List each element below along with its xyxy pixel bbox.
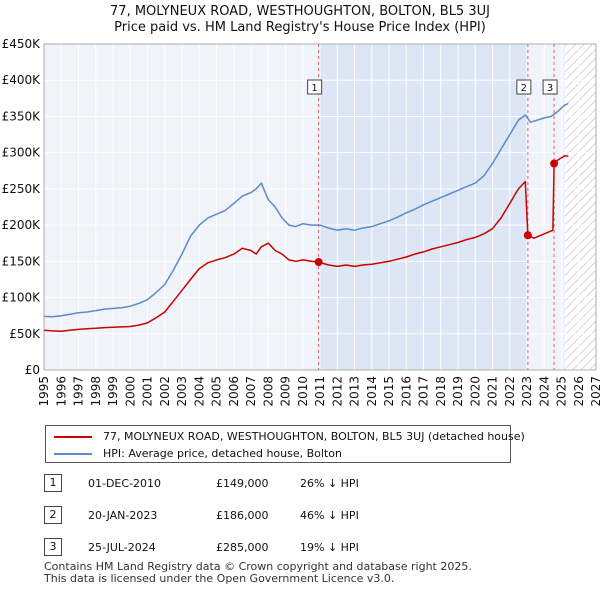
sale-point (523, 231, 532, 240)
legend-swatch-property (54, 436, 92, 438)
table-row: 3 25-JUL-2024 £285,000 19% ↓ HPI (44, 538, 384, 556)
footer-license: This data is licensed under the Open Gov… (44, 572, 395, 585)
x-tick-label: 2009 (279, 376, 293, 407)
x-tick-label: 2011 (313, 376, 327, 407)
sale-price: £186,000 (216, 509, 269, 522)
y-tick-label: £400K (2, 73, 42, 87)
x-tick-label: 2019 (451, 376, 465, 407)
y-tick-label: £150K (2, 254, 42, 268)
table-row: 1 01-DEC-2010 £149,000 26% ↓ HPI (44, 474, 384, 492)
plot-border (43, 43, 597, 371)
sale-date: 25-JUL-2024 (88, 541, 156, 554)
y-tick-label: £200K (2, 218, 42, 232)
sale-marker-label: 1 (311, 83, 317, 94)
chart-title: 77, MOLYNEUX ROAD, WESTHOUGHTON, BOLTON,… (110, 4, 490, 19)
x-tick-label: 2027 (589, 376, 600, 407)
sale-point (550, 159, 559, 168)
forecast-hatch (564, 44, 596, 370)
sale-marker-badge (516, 79, 532, 95)
x-tick-label: 1998 (89, 376, 103, 407)
sale-hpi-change: 46% ↓ HPI (300, 509, 359, 522)
y-tick-label: £350K (2, 109, 42, 123)
x-tick-label: 2016 (399, 376, 413, 407)
x-tick-label: 2012 (330, 376, 344, 407)
x-tick-label: 2023 (520, 376, 534, 407)
y-tick-label: £300K (2, 146, 42, 160)
x-tick-label: 2006 (227, 376, 241, 407)
chart-title-block: 77, MOLYNEUX ROAD, WESTHOUGHTON, BOLTON,… (0, 4, 600, 36)
sale-badge: 3 (44, 538, 62, 556)
footer-copyright: Contains HM Land Registry data © Crown c… (44, 560, 472, 573)
y-tick-label: £450K (2, 37, 42, 51)
y-tick-label: £0 (25, 363, 40, 377)
price-chart: 1 2 3 £0 £50K £100K £150K £200K £250K £300K £350K £… (2, 37, 600, 407)
footer: Contains HM Land Registry data © Crown c… (44, 561, 472, 585)
sale-marker-label: 2 (521, 83, 527, 94)
x-tick-label: 2008 (261, 376, 275, 407)
sale-badge: 1 (44, 474, 62, 492)
x-tick-label: 2002 (158, 376, 172, 407)
sale-price: £149,000 (216, 477, 269, 490)
x-tick-label: 2020 (468, 376, 482, 407)
legend: 77, MOLYNEUX ROAD, WESTHOUGHTON, BOLTON,… (45, 425, 525, 463)
x-tick-label: 1996 (54, 376, 68, 407)
legend-label-property: 77, MOLYNEUX ROAD, WESTHOUGHTON, BOLTON,… (103, 430, 525, 443)
x-tick-label: 2000 (123, 376, 137, 407)
y-tick-label: £250K (2, 182, 42, 196)
x-tick-label: 2010 (296, 376, 310, 407)
sale-hpi-change: 26% ↓ HPI (300, 477, 359, 490)
sale-marker-badge (542, 79, 558, 95)
chart-subtitle: Price paid vs. HM Land Registry's House … (114, 20, 486, 35)
x-tick-label: 2001 (141, 376, 155, 407)
x-tick-label: 2014 (365, 376, 379, 407)
sale-date: 20-JAN-2023 (88, 509, 158, 522)
sale-marker-label: 3 (547, 83, 553, 94)
x-tick-label: 2003 (175, 376, 189, 407)
x-tick-label: 1997 (72, 376, 86, 407)
hpi-series-line (44, 102, 569, 318)
y-tick-label: £50K (9, 327, 41, 341)
sale-price: £285,000 (216, 541, 269, 554)
x-tick-label: 1999 (106, 376, 120, 407)
x-tick-label: 1995 (37, 376, 51, 407)
sale-badge: 2 (44, 506, 62, 524)
sale-point (314, 258, 323, 267)
legend-swatch-hpi (54, 453, 92, 455)
y-tick-label: £100K (2, 291, 42, 305)
x-tick-label: 2018 (434, 376, 448, 407)
x-tick-label: 2013 (348, 376, 362, 407)
sale-marker-badge (307, 79, 323, 95)
x-tick-label: 2021 (486, 376, 500, 407)
x-tick-label: 2022 (503, 376, 517, 407)
x-tick-label: 2026 (572, 376, 586, 407)
x-tick-label: 2024 (537, 376, 551, 407)
x-tick-label: 2004 (192, 376, 206, 407)
x-tick-label: 2007 (244, 376, 258, 407)
x-tick-label: 2025 (555, 376, 569, 407)
x-tick-label: 2015 (382, 376, 396, 407)
sale-date: 01-DEC-2010 (88, 477, 162, 490)
table-row: 2 20-JAN-2023 £186,000 46% ↓ HPI (44, 506, 384, 524)
x-tick-label: 2017 (417, 376, 431, 407)
sale-hpi-change: 19% ↓ HPI (300, 541, 359, 554)
legend-label-hpi: HPI: Average price, detached house, Bolt… (103, 447, 342, 460)
x-tick-label: 2005 (210, 376, 224, 407)
